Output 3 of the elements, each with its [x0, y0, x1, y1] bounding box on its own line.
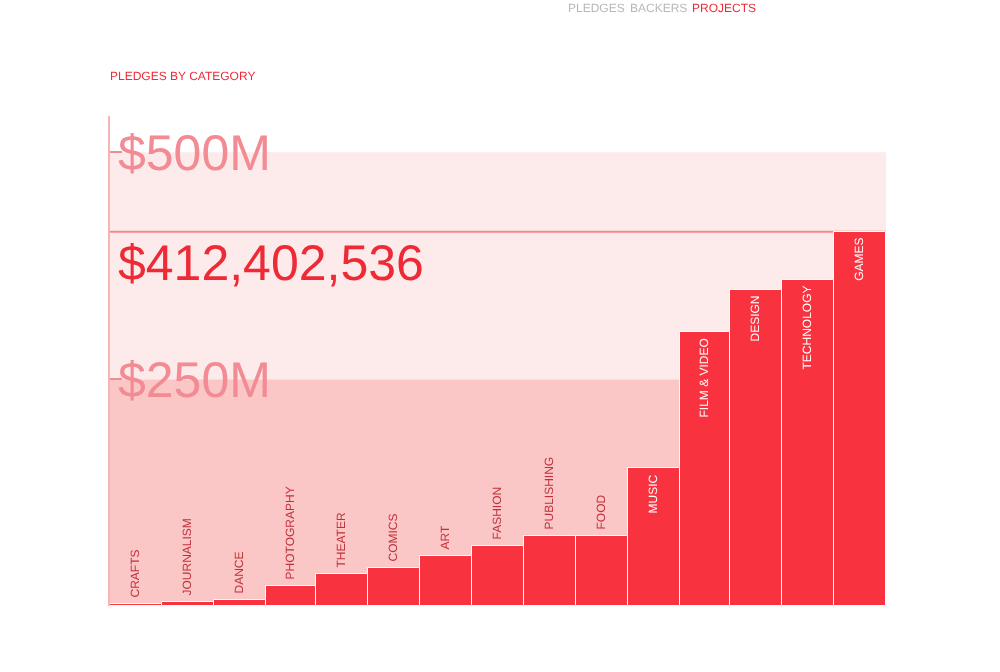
ref-line-label: $412,402,536	[118, 236, 424, 292]
y-tick-label: $250M	[118, 352, 271, 409]
y-tick-label: $500M	[118, 125, 271, 182]
